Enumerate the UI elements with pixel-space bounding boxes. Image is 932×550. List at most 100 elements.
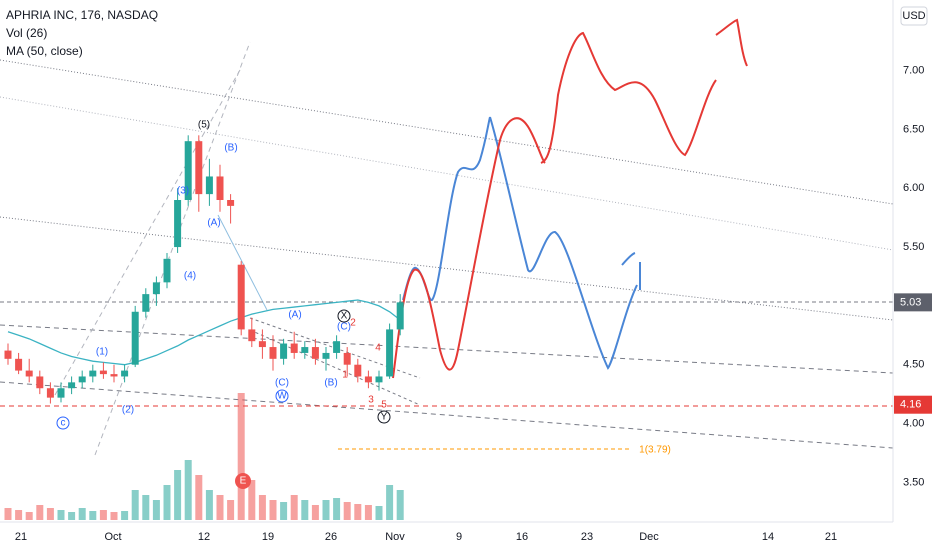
x-tick-label: 12 [198,531,210,543]
volume-bar [386,485,394,520]
y-tick-label: 3.50 [903,476,924,488]
candle-body [364,376,372,383]
price-label: 5.03 [900,296,921,308]
candle-body [25,370,33,377]
candle-body [269,347,277,359]
volume-bar [142,495,150,520]
candle-body [110,374,118,377]
wave-label: (4) [184,271,196,282]
volume-bar [110,512,118,520]
y-tick-label: 6.00 [903,182,924,194]
x-tick-label: Dec [639,531,659,543]
projection-blue [402,116,641,370]
wave-label: (2) [122,405,134,416]
volume-bar [354,504,362,520]
wave-label: 5 [381,400,387,411]
wave-label: (B) [224,143,237,154]
wave-label: W [277,391,287,402]
volume-bar [57,510,65,520]
volume-bar [131,490,139,520]
candle-body [354,364,362,377]
x-tick-label: 9 [456,531,462,543]
volume-bar [375,506,383,520]
trend-line [0,59,894,205]
volume-bar [4,508,12,520]
volume-bar [99,510,107,520]
volume-bar [174,470,182,520]
wave-label: (A) [288,310,301,321]
price-axis [893,0,932,550]
volume-bar [311,505,319,520]
wave-label: 3 [368,395,374,406]
candle-body [36,376,44,389]
volume-bar [121,511,129,520]
volume-bar [25,512,33,520]
candle-body [163,258,171,283]
event-badge [235,473,251,489]
annotation-circle [337,309,351,323]
currency-box[interactable] [900,6,928,26]
wave-label: 1 [342,370,348,381]
candle-body [290,343,298,353]
y-tick-label: 7.00 [903,64,924,76]
trend-line [0,96,894,251]
candle-body [343,352,351,365]
price-label: 4.16 [900,399,921,411]
x-tick-label: 19 [262,531,274,543]
wave-label: (A) [207,218,220,229]
candle-body [78,376,86,383]
wave-label: (1) [96,347,108,358]
candle-body [386,329,394,377]
drawings [0,18,894,456]
candle-body [131,311,139,365]
volume-bar [227,500,235,520]
volume-bar [269,500,277,520]
y-tick-label: 4.00 [903,417,924,429]
candle-body [46,388,54,398]
wave-label: E [240,476,247,487]
candle-body [89,370,97,377]
candle-body [301,347,309,353]
volume-bar [89,511,97,520]
annotation-circle [377,410,391,424]
wave-label: 4 [375,343,381,354]
wave-label: c [61,418,66,429]
volume-bar [290,495,298,520]
candle-body [322,352,330,359]
annotation-circle [56,416,70,430]
currency: USD [902,10,925,22]
volume-bar [280,502,288,520]
candle-body [4,350,12,359]
candle-body [216,176,224,200]
volume-bar [301,500,309,520]
volume-bar [163,485,171,520]
volume-bar [248,480,256,520]
wave-label: (B) [324,378,337,389]
volume-bar [205,490,213,520]
candle-body [248,329,256,342]
x-tick-label: 16 [516,531,528,543]
x-tick-label: 21 [825,531,837,543]
wave-label: (3) [177,186,189,197]
volume-bar [46,508,54,520]
volume-bar [237,393,245,520]
x-tick-label: 26 [325,531,337,543]
candle-body [184,141,192,200]
x-tick-label: 21 [15,531,27,543]
x-tick-label: Oct [104,531,121,543]
candle-body [68,382,76,389]
volume-bar [258,495,266,520]
volume-bar [78,508,86,520]
wave-label: Y [381,412,388,423]
candle-body [396,302,404,330]
wave-line [217,214,268,311]
chart-title: APHRIA INC, 176, NASDAQ [6,8,158,22]
volume-bar [15,510,23,520]
x-tick-label: 23 [581,531,593,543]
annotation-circle [275,389,289,403]
projection-red [392,18,748,379]
volume-bar [322,500,330,520]
candle-body [15,358,23,371]
